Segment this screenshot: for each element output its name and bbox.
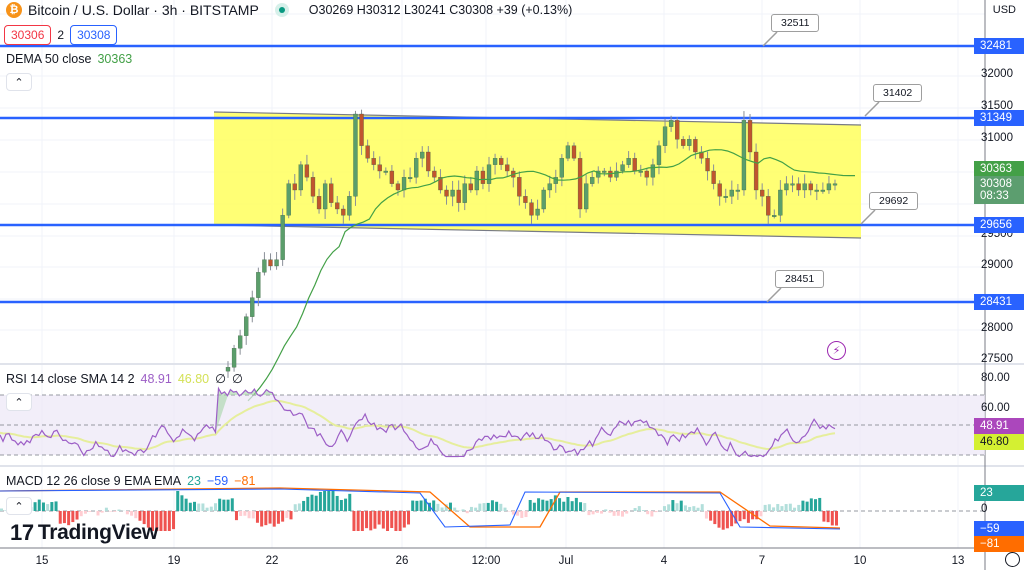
ohlc-high: H30312 <box>356 3 401 17</box>
lightning-icon[interactable]: ⚡ <box>827 341 846 360</box>
time-tick: 26 <box>395 555 409 567</box>
macd-tag: −59 <box>974 521 1024 537</box>
time-tick: 12:00 <box>471 555 501 567</box>
chevron-up-icon: ⌃ <box>14 76 24 89</box>
price-tick: 32000 <box>981 68 1013 80</box>
time-tick: Jul <box>558 555 574 567</box>
macd-label: MACD 12 26 close 9 EMA EMA <box>6 474 182 488</box>
time-tick: 19 <box>167 555 181 567</box>
buy-button[interactable]: 30308 <box>70 25 118 45</box>
currency-label[interactable]: USD <box>992 4 1016 16</box>
price-tick: 29000 <box>981 259 1013 271</box>
rsi-extra-1: ∅ <box>215 372 226 386</box>
macd-legend[interactable]: MACD 12 26 close 9 EMA EMA 23 −59 −81 <box>6 474 255 488</box>
rsi-value: 48.91 <box>140 371 172 386</box>
time-tick: 22 <box>265 555 279 567</box>
macd-tag: 23 <box>974 485 1024 501</box>
price-tick: 28000 <box>981 322 1013 334</box>
time-tick: 10 <box>853 555 867 567</box>
price-tag: 32481 <box>974 38 1024 54</box>
rsi-sma-value: 46.80 <box>177 371 210 386</box>
sell-button[interactable]: 30306 <box>4 25 52 45</box>
price-tag: 08:33 <box>974 188 1024 204</box>
time-tick: 7 <box>758 555 766 567</box>
symbol-legend[interactable]: ₿ Bitcoin / U.S. Dollar · 3h · BITSTAMP … <box>6 2 572 18</box>
time-tick: 4 <box>660 555 668 567</box>
settings-icon[interactable] <box>1005 552 1020 567</box>
dema-legend[interactable]: DEMA 50 close 30363 <box>6 52 132 66</box>
price-tick: 31500 <box>981 100 1013 112</box>
price-callout[interactable]: 28451 <box>775 270 825 288</box>
rsi-legend[interactable]: RSI 14 close SMA 14 2 48.91 46.80 ∅ ∅ <box>6 371 243 387</box>
buy-sell-panel: 30306 2 30308 <box>4 25 118 45</box>
macd-value: −59 <box>206 474 229 488</box>
rsi-extra-2: ∅ <box>232 372 243 386</box>
price-callout[interactable]: 31402 <box>873 84 923 102</box>
ohlc-open: O30269 <box>308 3 354 17</box>
dema-value: 30363 <box>97 52 133 66</box>
tradingview-mark-icon: 17 <box>10 520 34 545</box>
price-tag: 29656 <box>974 217 1024 233</box>
spread-value: 2 <box>57 28 65 42</box>
collapse-macd-button[interactable]: ⌃ <box>6 497 32 515</box>
macd-hist-value: 23 <box>187 474 201 488</box>
price-callout[interactable]: 29692 <box>869 192 919 210</box>
price-tag: 30363 <box>974 161 1024 177</box>
collapse-legend-button[interactable]: ⌃ <box>6 73 32 91</box>
chevron-up-icon: ⌃ <box>14 396 24 409</box>
symbol-title[interactable]: Bitcoin / U.S. Dollar · 3h · BITSTAMP <box>28 2 259 18</box>
rsi-tick: 60.00 <box>981 402 1010 414</box>
tradingview-wordmark: TradingView <box>37 521 158 544</box>
macd-tick: 0 <box>981 503 988 515</box>
ohlc-low: L30241 <box>404 3 446 17</box>
rsi-tag: 46.80 <box>974 434 1024 450</box>
rsi-label: RSI 14 close SMA 14 2 <box>6 371 135 386</box>
price-callout[interactable]: 32511 <box>771 14 820 32</box>
ohlc-close: C30308 <box>449 3 494 17</box>
collapse-rsi-button[interactable]: ⌃ <box>6 393 32 411</box>
time-tick: 15 <box>35 555 49 567</box>
ohlc-change: +39 (+0.13%) <box>496 3 573 17</box>
rsi-tag: 48.91 <box>974 418 1024 434</box>
ohlc-values: O30269 H30312 L30241 C30308 +39 (+0.13%) <box>309 3 572 17</box>
market-open-icon <box>274 3 289 17</box>
time-tick: 13 <box>951 555 965 567</box>
price-tag: 31349 <box>974 110 1024 126</box>
chevron-up-icon: ⌃ <box>14 500 24 513</box>
price-tag: 28431 <box>974 294 1024 310</box>
dema-label: DEMA 50 close <box>6 52 92 66</box>
macd-tag: −81 <box>974 536 1024 552</box>
tradingview-logo: 17 TradingView <box>10 520 158 546</box>
price-tick: 31000 <box>981 132 1013 144</box>
macd-signal-value: −81 <box>234 474 256 488</box>
bitcoin-icon: ₿ <box>6 2 22 18</box>
rsi-tick: 80.00 <box>981 372 1010 384</box>
price-tick: 27500 <box>981 353 1013 365</box>
